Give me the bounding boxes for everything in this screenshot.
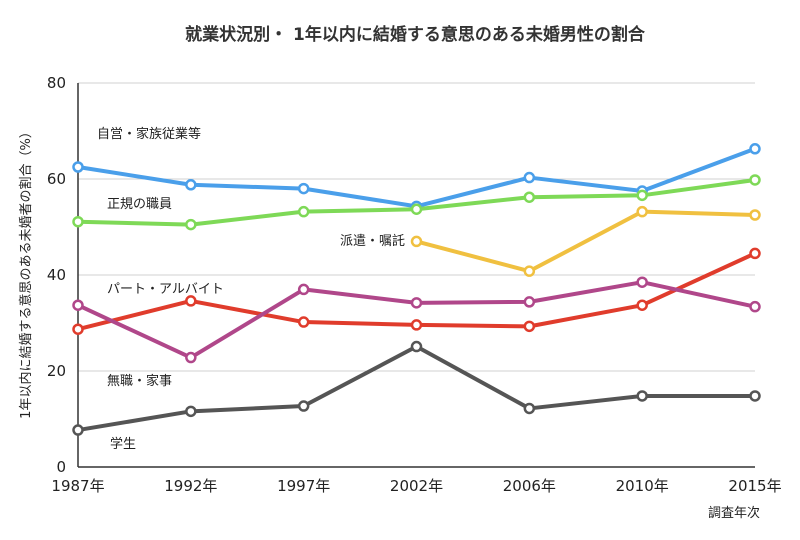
y-tick-label: 0 (56, 458, 66, 476)
data-point (72, 161, 84, 173)
y-tick-label: 20 (47, 362, 66, 380)
data-point (523, 191, 536, 203)
data-point (185, 405, 197, 418)
data-point (749, 209, 761, 221)
x-tick-label: 2015年 (728, 477, 781, 495)
data-point (185, 218, 197, 231)
data-point (749, 390, 761, 402)
data-point (749, 174, 761, 186)
series-label: パート・アルバイト (107, 282, 224, 297)
data-point (749, 247, 761, 260)
series-line (76, 344, 757, 433)
data-point (410, 319, 423, 331)
data-point (523, 402, 536, 415)
data-point (636, 276, 648, 288)
series-label: 正規の職員 (107, 197, 172, 212)
y-tick-label: 40 (47, 266, 66, 284)
x-tick-label: 2002年 (390, 477, 443, 495)
x-tick-label: 1987年 (51, 477, 104, 495)
data-point (410, 235, 423, 248)
data-point (410, 203, 423, 215)
data-point (410, 340, 423, 353)
series-line (414, 209, 757, 274)
data-point (636, 189, 648, 202)
x-axis-label: 調査年次 (708, 505, 760, 521)
series-label: 学生 (110, 436, 136, 452)
data-point (636, 205, 648, 218)
x-tick-label: 2010年 (616, 477, 669, 495)
x-tick-label: 1992年 (164, 477, 217, 495)
axis-layer: 0 20 40 60 80 1987年 1992年 1997年 2002年 2006年 2010年 2… (47, 74, 782, 495)
chart-title: 就業状況別・ 1年以内に結婚する意思のある未婚男性の割合 (185, 24, 646, 45)
data-point (410, 297, 423, 309)
series-label: 無職・家事 (107, 373, 172, 389)
series-line (76, 146, 757, 209)
y-tick-label: 80 (47, 74, 66, 92)
series-label: 派遣・嘱託 (340, 233, 405, 249)
data-point (523, 171, 536, 184)
data-point (297, 205, 310, 218)
data-point (185, 295, 197, 307)
data-point (523, 296, 536, 308)
data-point (297, 283, 310, 296)
data-point (523, 320, 536, 333)
x-tick-label: 2006年 (503, 477, 556, 495)
points-layer (72, 143, 761, 436)
y-axis-label: 1年以内に結婚する意思のある未婚者の割合（%） (18, 125, 34, 419)
data-point (749, 143, 761, 155)
data-point (297, 316, 310, 328)
data-point (297, 400, 310, 412)
data-point (185, 179, 197, 191)
series-label: 自営・家族従業等 (97, 126, 201, 142)
x-tick-label: 1997年 (277, 477, 330, 495)
data-point (72, 323, 84, 335)
data-point (636, 390, 648, 402)
data-point (72, 299, 84, 311)
grid-layer (78, 82, 755, 372)
data-point (749, 300, 761, 313)
y-tick-label: 60 (47, 170, 66, 188)
data-point (636, 299, 648, 311)
data-point (297, 182, 310, 195)
data-point (523, 265, 536, 277)
data-point (72, 215, 84, 228)
data-point (72, 424, 84, 436)
data-point (185, 351, 197, 364)
